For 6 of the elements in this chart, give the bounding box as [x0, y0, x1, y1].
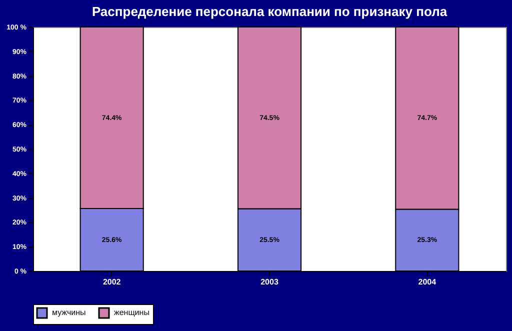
x-tick-label: 2003 [260, 278, 279, 286]
x-tick-label: 2004 [418, 278, 437, 286]
x-tick-label: 2002 [102, 278, 122, 286]
legend-label: мужчины [52, 308, 86, 317]
legend-label: женщины [114, 308, 150, 317]
chart-title: Распределение персонала компании по признаку пола [92, 4, 448, 19]
